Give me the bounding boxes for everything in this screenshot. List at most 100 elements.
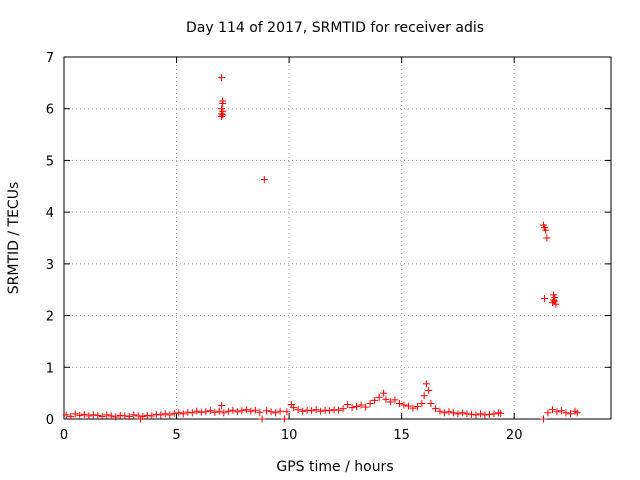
data-point: [71, 410, 79, 418]
grid: [64, 57, 611, 419]
data-point: [148, 412, 156, 420]
data-point: [85, 412, 93, 420]
data-point: [121, 412, 129, 420]
data-point: [242, 406, 250, 414]
data-point: [116, 411, 124, 419]
data-point: [125, 412, 133, 420]
y-tick-label: 2: [46, 310, 54, 325]
x-tick-label: 5: [172, 428, 180, 443]
plot-frame: [63, 56, 612, 420]
y-tick-label: 0: [46, 413, 54, 428]
data-point: [179, 410, 187, 418]
data-point: [344, 401, 352, 409]
x-tick-label: 15: [393, 428, 410, 443]
data-point: [353, 403, 361, 411]
data-point: [272, 409, 280, 417]
data-point: [386, 398, 394, 406]
data-point: [395, 399, 403, 407]
data-point: [418, 399, 426, 407]
data-point: [161, 410, 169, 418]
data-point: [420, 392, 428, 400]
data-point: [197, 408, 205, 416]
data-point: [382, 395, 390, 403]
data-point: [218, 105, 226, 113]
data-point: [303, 406, 311, 414]
data-point: [463, 410, 471, 418]
y-tick-label: 6: [46, 103, 54, 118]
data-point: [357, 401, 365, 409]
x-tick-label: 0: [60, 428, 68, 443]
data-point: [152, 410, 160, 418]
data-point: [130, 411, 138, 419]
y-axis-label: SRMTID / TECUs: [6, 182, 22, 295]
data-point: [219, 97, 227, 105]
x-tick-label: 20: [506, 428, 523, 443]
data-point: [312, 406, 320, 414]
data-point: [67, 412, 75, 420]
data-point: [551, 297, 559, 305]
data-point: [308, 407, 316, 415]
data-point: [89, 411, 97, 419]
data-point: [541, 295, 549, 303]
data-point: [476, 410, 484, 418]
data-point: [276, 407, 284, 415]
data-point: [317, 407, 325, 415]
data-point: [193, 407, 201, 415]
data-point: [166, 411, 174, 419]
data-point: [139, 412, 147, 420]
data-point: [211, 408, 219, 416]
data-point: [566, 410, 574, 418]
data-point: [425, 387, 433, 395]
data-point: [481, 411, 489, 419]
x-axis-label: GPS time / hours: [276, 459, 393, 475]
data-point: [371, 396, 379, 404]
data-point: [557, 407, 565, 415]
data-point: [202, 408, 210, 416]
data-point: [98, 412, 106, 420]
data-point: [335, 406, 343, 414]
data-point: [543, 234, 551, 242]
data-point: [348, 404, 356, 412]
data-point: [422, 380, 430, 388]
data-point: [573, 409, 581, 417]
data-point: [219, 111, 227, 119]
data-point: [233, 408, 241, 416]
data-point: [299, 407, 307, 415]
data-point: [339, 405, 347, 413]
y-tick-label: 3: [46, 258, 54, 273]
data-point: [467, 410, 475, 418]
data-point: [544, 409, 552, 417]
data-point: [290, 404, 298, 412]
data-point: [445, 408, 453, 416]
data-point: [458, 409, 466, 417]
data-point: [490, 410, 498, 418]
data-point: [548, 406, 556, 414]
data-point: [409, 404, 417, 412]
data-point: [550, 291, 558, 299]
data-point: [485, 410, 493, 418]
x-tick-label: 10: [281, 428, 298, 443]
data-point: [220, 409, 228, 417]
data-point: [238, 407, 246, 415]
data-point: [562, 409, 570, 417]
data-point: [247, 407, 255, 415]
data-point: [224, 407, 232, 415]
data-point: [215, 407, 223, 415]
data-point: [218, 402, 226, 410]
data-point: [175, 409, 183, 417]
data-point: [157, 411, 165, 419]
data-point: [260, 176, 268, 184]
data-point: [362, 403, 370, 411]
data-point: [206, 407, 214, 415]
data-point: [251, 406, 259, 414]
data-point: [404, 402, 412, 410]
data-point: [400, 401, 408, 409]
data-point: [330, 406, 338, 414]
chart-title: Day 114 of 2017, SRMTID for receiver adi…: [186, 20, 484, 36]
data-point: [218, 74, 226, 82]
data-point: [294, 406, 302, 414]
data-point: [552, 300, 560, 308]
data-point: [413, 403, 421, 411]
data-point: [326, 407, 334, 415]
